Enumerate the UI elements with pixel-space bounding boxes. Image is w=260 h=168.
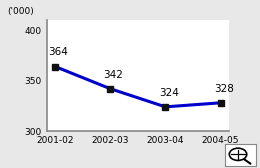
Text: 342: 342 (103, 70, 124, 80)
Text: ('000): ('000) (7, 7, 34, 16)
Text: 364: 364 (48, 47, 68, 57)
Text: 328: 328 (214, 84, 234, 94)
Text: 324: 324 (159, 88, 179, 98)
